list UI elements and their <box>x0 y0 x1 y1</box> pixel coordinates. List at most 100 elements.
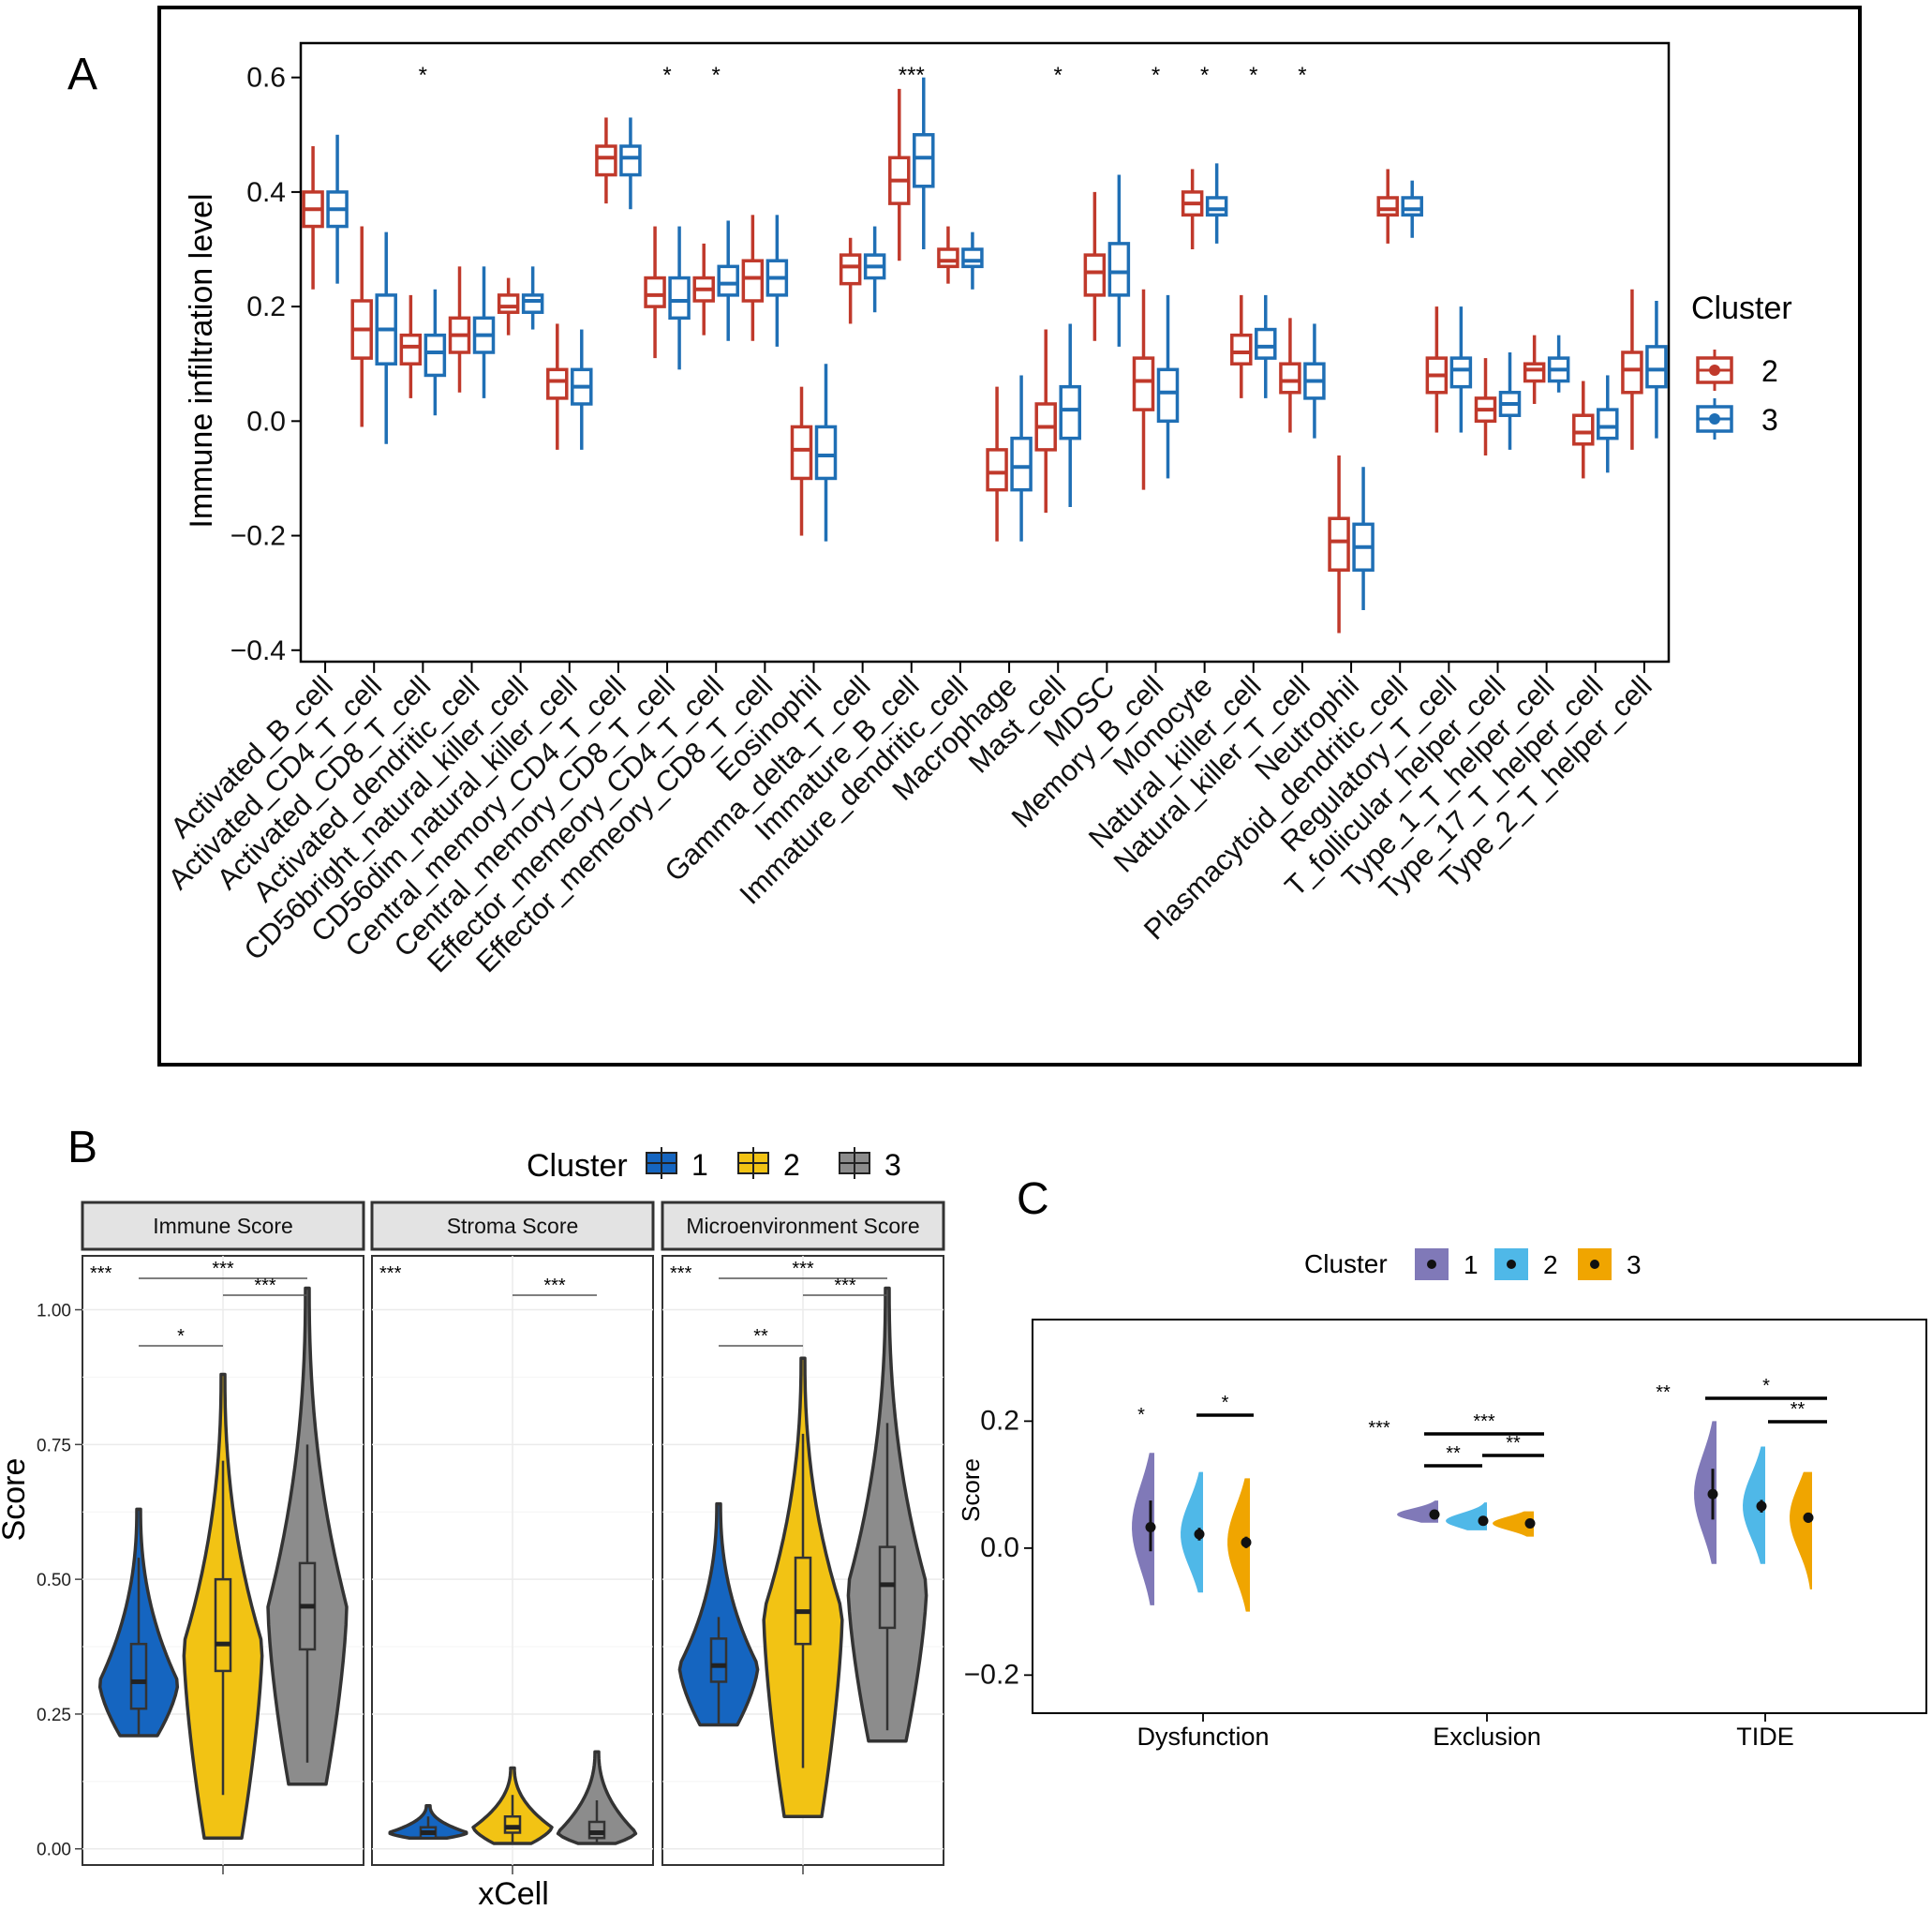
b-strip-label: Microenvironment Score <box>686 1214 919 1238</box>
a-significance-label: * <box>1298 63 1306 88</box>
b-comparison-label: * <box>177 1326 185 1347</box>
a-box-Central_memory_CD8_T_cell-cluster-3 <box>668 226 691 370</box>
b-comparison-label: *** <box>792 1259 814 1279</box>
b-legend-label: 2 <box>783 1148 800 1182</box>
a-box-body <box>986 448 1008 492</box>
a-box-Monocyte-cluster-2 <box>1181 169 1204 249</box>
a-box-body <box>497 293 520 314</box>
a-box-Activated_CD4_T_cell-cluster-3 <box>375 231 397 444</box>
b-ytick-label: 0.50 <box>37 1571 71 1590</box>
a-box-body <box>1205 196 1228 217</box>
c-mean-point <box>1145 1522 1156 1533</box>
a-box-body <box>644 276 666 308</box>
a-box-Eosinophil-cluster-3 <box>814 364 838 542</box>
c-comparison-label: ** <box>1791 1399 1806 1420</box>
a-box-body <box>668 276 691 321</box>
panel-c-legend-title: Cluster <box>1304 1249 1388 1278</box>
b-facet-stroma-score: Stroma Score *** *** <box>370 1201 655 1874</box>
c-half-violin-body <box>1790 1471 1812 1589</box>
c-half-violin-cluster-3 <box>1790 1471 1814 1589</box>
a-box-Activated_dendritic_cell-cluster-3 <box>472 266 496 398</box>
c-overall-significance: *** <box>1368 1418 1390 1439</box>
a-legend-label: 3 <box>1761 403 1778 437</box>
c-half-violin-cluster-2 <box>1181 1471 1205 1593</box>
a-box-Central_memory_CD4_T_cell-cluster-2 <box>595 117 617 204</box>
a-box-Macrophage-cluster-2 <box>986 386 1008 542</box>
a-box-body <box>790 425 813 481</box>
a-box-Plasmacytoid_dendritic_cell-cluster-2 <box>1376 169 1399 244</box>
b-comparison-1-3: *** <box>139 1259 307 1279</box>
b-box-body <box>214 1577 232 1673</box>
b-legend-label: 3 <box>884 1148 901 1182</box>
a-box-Gamma_delta_T_cell-cluster-2 <box>839 237 862 324</box>
b-violin-cluster-2 <box>182 1372 264 1840</box>
a-box-body <box>399 333 423 366</box>
a-box-body <box>1255 327 1277 360</box>
c-xtick-label: Dysfunction <box>1137 1723 1269 1751</box>
c-legend-dot <box>1427 1260 1436 1269</box>
c-comparison-1-2: ** <box>1424 1443 1482 1468</box>
c-group-dysfunction: ** <box>1132 1393 1254 1612</box>
c-comparison-label: ** <box>1506 1433 1521 1454</box>
a-box-Activated_B_cell-cluster-2 <box>302 146 324 290</box>
panel-a-plot-area <box>299 41 1671 664</box>
a-box-CD56dim_natural_killer_cell-cluster-2 <box>546 323 569 450</box>
c-half-violin-cluster-1 <box>1132 1453 1156 1605</box>
a-box-body <box>937 247 959 269</box>
a-box-Monocyte-cluster-3 <box>1205 163 1228 244</box>
b-comparison-1-2: ** <box>719 1326 803 1347</box>
b-comparison-2-3: *** <box>513 1276 597 1296</box>
a-legend-key-cluster-2 <box>1696 350 1733 391</box>
c-mean-point <box>1803 1512 1814 1523</box>
c-comparison-label: ** <box>1446 1443 1461 1464</box>
a-box-body <box>1376 196 1399 217</box>
a-box-Activated_B_cell-cluster-3 <box>326 134 349 284</box>
panel-b-y-axis: 0.00 0.25 0.50 0.75 1.00 <box>37 1302 82 1860</box>
b-comparison-1-2: * <box>139 1326 223 1347</box>
c-half-violin-cluster-2 <box>1743 1446 1767 1564</box>
a-ytick-label: 0.2 <box>246 291 286 322</box>
c-overall-significance: * <box>1137 1405 1145 1425</box>
b-violin-cluster-2 <box>471 1766 554 1845</box>
panel-b-tag: B <box>67 1123 97 1172</box>
a-box-CD56bright_natural_killer_cell-cluster-2 <box>497 277 520 336</box>
a-box-body <box>619 144 642 177</box>
a-box-body <box>1059 384 1081 440</box>
a-box-T_follicular_helper_cell-cluster-2 <box>1474 358 1497 455</box>
a-box-Neutrophil-cluster-2 <box>1328 455 1350 634</box>
c-mean-point <box>1478 1515 1489 1527</box>
a-box-body <box>961 247 984 269</box>
a-box-Immature_dendritic_cell-cluster-3 <box>961 231 984 290</box>
a-box-body <box>1279 362 1301 395</box>
a-box-Central_memory_CD4_T_cell-cluster-3 <box>619 117 642 210</box>
a-box-body <box>1132 356 1155 411</box>
a-box-Neutrophil-cluster-3 <box>1352 467 1375 610</box>
b-violin-cluster-3 <box>846 1286 929 1743</box>
a-box-body <box>424 333 447 378</box>
c-half-violin-body <box>1181 1471 1203 1593</box>
a-box-body <box>1230 333 1253 366</box>
a-box-Immature_B_cell-cluster-2 <box>888 88 911 261</box>
panel-c-marks: ***** ********* *** <box>1132 1376 1827 1612</box>
a-box-body <box>839 253 862 286</box>
b-comparison-label: *** <box>543 1276 566 1296</box>
a-box-body <box>1401 196 1423 217</box>
c-mean-point <box>1707 1488 1718 1500</box>
a-box-Gamma_delta_T_cell-cluster-3 <box>863 226 886 313</box>
b-comparison-label: ** <box>753 1326 768 1347</box>
a-significance-label: * <box>712 63 721 88</box>
c-comparison-1-3: * <box>1705 1376 1827 1400</box>
c-xtick-label: Exclusion <box>1433 1723 1541 1751</box>
c-ytick-label: −0.2 <box>964 1659 1019 1690</box>
panel-a-tag: A <box>67 50 97 99</box>
a-box-Mast_cell-cluster-2 <box>1034 329 1057 514</box>
panel-a-legend: Cluster 2 3 <box>1691 291 1792 440</box>
b-box-body <box>878 1545 897 1630</box>
a-box-Activated_CD4_T_cell-cluster-2 <box>350 226 373 427</box>
b-box-body <box>709 1637 728 1683</box>
a-box-Type_17_T_helper_cell-cluster-3 <box>1597 375 1619 473</box>
b-facet-microenvironment-score: Microenvironment Score*** ******** <box>661 1201 945 1874</box>
a-box-MDSC-cluster-2 <box>1083 191 1107 341</box>
panel-c-x-axis: Dysfunction Exclusion TIDE <box>1137 1713 1794 1751</box>
b-violin-cluster-3 <box>556 1750 638 1845</box>
